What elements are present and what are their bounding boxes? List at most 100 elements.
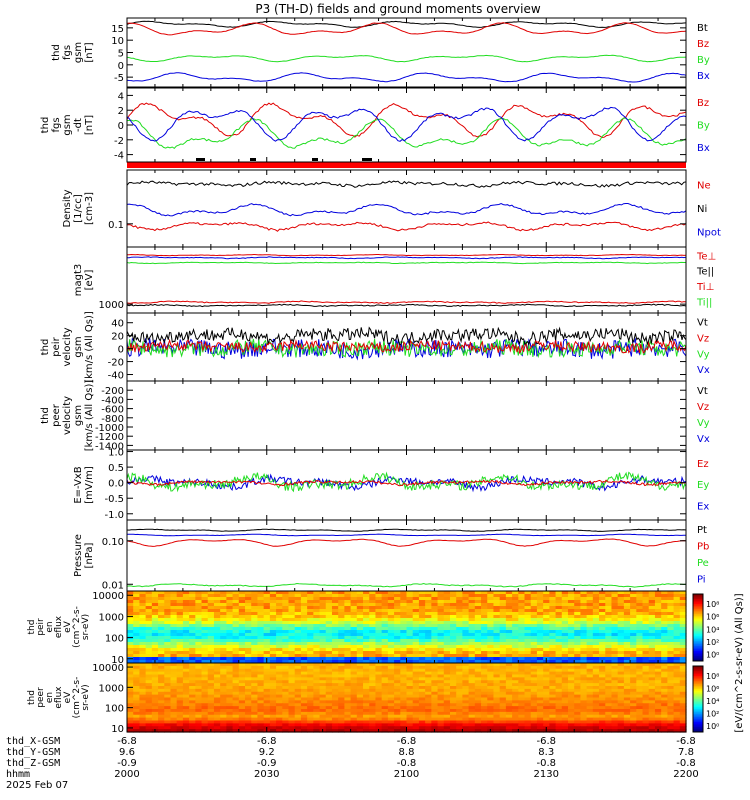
spectrogram-cell	[561, 723, 569, 727]
spectrogram-cell	[499, 630, 507, 634]
spectrogram-cell	[164, 677, 172, 681]
spectrogram-cell	[201, 729, 209, 733]
spectrogram-cell	[176, 686, 184, 690]
spectrogram-cell	[344, 683, 352, 687]
spectrogram-cell	[555, 612, 563, 616]
spectrogram-cell	[158, 714, 165, 719]
spectrogram-cell	[363, 691, 370, 696]
spectrogram-cell	[412, 597, 420, 601]
spectrogram-cell	[269, 654, 277, 658]
spectrogram-cell	[245, 665, 252, 670]
spectrogram-cell	[331, 717, 339, 722]
spectrogram-cell	[468, 723, 476, 727]
spectrogram-cell	[195, 609, 203, 613]
spectrogram-cell	[356, 618, 364, 622]
spectrogram-cell	[567, 668, 575, 673]
spectrogram-cell	[127, 621, 134, 625]
spectrogram-cell	[468, 691, 476, 696]
spectrogram-cell	[220, 660, 227, 664]
spectrogram-cell	[238, 642, 246, 646]
spectrogram-cell	[630, 691, 637, 696]
spectrogram-cell	[418, 717, 426, 722]
spectrogram-cell	[518, 609, 526, 613]
spectrogram-cell	[412, 706, 420, 710]
spectrogram-cell	[288, 639, 296, 643]
spectrogram-cell	[567, 663, 575, 667]
spectrogram-cell	[437, 717, 445, 722]
spectrogram-cell	[617, 714, 625, 719]
spectrogram-cell	[201, 706, 209, 710]
spectrogram-cell	[648, 597, 656, 601]
spectrogram-cell	[518, 600, 526, 604]
spectrogram-cell	[276, 657, 283, 661]
spectrogram-cell	[201, 654, 209, 658]
spectrogram-cell	[220, 671, 227, 676]
spectrogram-cell	[661, 714, 668, 719]
spectrogram-cell	[282, 591, 290, 595]
spectrogram-cell	[158, 694, 165, 699]
spectrogram-cell	[499, 723, 507, 727]
spectrogram-cell	[127, 720, 134, 724]
spectrogram-cell	[325, 677, 333, 681]
spectrogram-cell	[592, 686, 600, 690]
spectrogram-cell	[468, 660, 476, 664]
spectrogram-cell	[549, 648, 557, 652]
spectrogram-cell	[574, 609, 582, 613]
spectrogram-cell	[661, 694, 668, 699]
spectrogram-cell	[561, 665, 569, 670]
spectrogram-cell	[288, 591, 296, 595]
spectrogram-cell	[561, 677, 569, 681]
spectrogram-cell	[331, 642, 339, 646]
spectrogram-cell	[151, 665, 159, 670]
spectrogram-cell	[599, 717, 606, 722]
spectrogram-cell	[387, 657, 395, 661]
spectrogram-cell	[232, 603, 240, 607]
spectrogram-cell	[561, 688, 569, 693]
spectrogram-cell	[481, 591, 488, 595]
spectrogram-cell	[207, 642, 215, 646]
spectrogram-cell	[586, 600, 594, 604]
spectrogram-cell	[549, 594, 557, 598]
spectrogram-cell	[294, 618, 302, 622]
spectrogram-cell	[164, 612, 172, 616]
colorbar-frame	[692, 593, 704, 662]
legend-peir_v-Vt: Vt	[697, 318, 708, 329]
spectrogram-cell	[449, 663, 457, 667]
spectrogram-cell	[586, 639, 594, 643]
spectrogram-cell	[276, 703, 283, 707]
spectrogram-cell	[300, 674, 308, 678]
spectrogram-cell	[611, 700, 619, 704]
spectrogram-cell	[257, 600, 265, 604]
spectrogram-cell	[164, 663, 172, 667]
spectrogram-cell	[661, 642, 668, 646]
spectrogram-cell	[207, 648, 215, 652]
spectrogram-cell	[599, 648, 606, 652]
spectrogram-cell	[462, 654, 470, 658]
spectrogram-cell	[220, 700, 227, 704]
spectrogram-cell	[425, 680, 432, 684]
spectrogram-cell	[158, 711, 165, 716]
spectrogram-cell	[425, 600, 432, 604]
spectrogram-cell	[294, 711, 302, 716]
spectrogram-cell	[543, 720, 550, 724]
spectrogram-cell	[127, 711, 134, 716]
spectrogram-cell	[617, 660, 625, 664]
spectrogram-cell	[158, 688, 165, 693]
spectrogram-cell	[176, 706, 184, 710]
spectrogram-cell	[350, 674, 358, 678]
spectrogram-cell	[505, 630, 513, 634]
spectrogram-cell	[487, 709, 495, 713]
y-axis-label: thd	[40, 339, 51, 356]
spectrogram-cell	[630, 657, 637, 661]
spectrogram-cell	[400, 700, 408, 704]
spectrogram-cell	[418, 697, 426, 701]
spectrogram-cell	[425, 615, 432, 619]
spectrogram-cell	[481, 677, 488, 681]
spectrogram-cell	[536, 668, 544, 673]
spectrogram-cell	[437, 720, 445, 724]
spectrogram-cell	[269, 665, 277, 670]
spectrogram-cell	[555, 660, 563, 664]
spectrogram-cell	[307, 677, 314, 681]
spectrogram-cell	[213, 688, 221, 693]
spectrogram-cell	[437, 597, 445, 601]
